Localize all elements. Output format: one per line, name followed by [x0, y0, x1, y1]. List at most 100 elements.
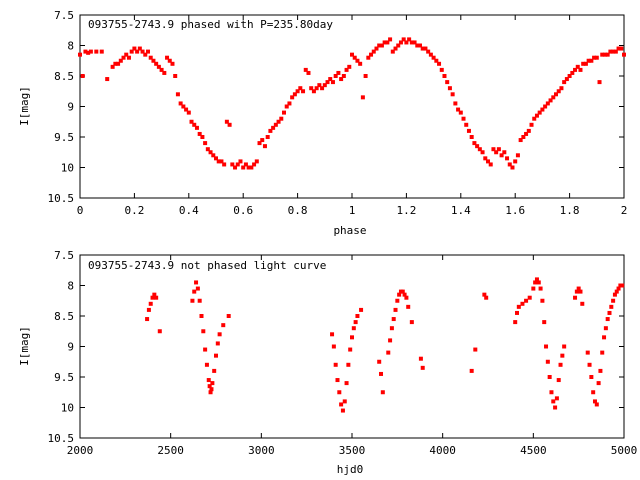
data-point	[585, 350, 590, 355]
data-point	[137, 46, 142, 51]
data-point	[542, 320, 547, 325]
x-tick-label: 1.4	[451, 204, 471, 217]
data-point	[86, 50, 91, 55]
x-tick-label: 3000	[248, 444, 275, 457]
data-point	[379, 43, 384, 48]
data-point	[505, 156, 510, 161]
data-point	[391, 317, 396, 322]
data-point	[295, 89, 300, 94]
data-point	[547, 375, 552, 379]
x-tick-label: 2000	[67, 444, 94, 457]
data-point	[404, 40, 409, 45]
data-point	[502, 150, 507, 155]
data-point	[591, 390, 596, 395]
data-point	[118, 58, 123, 63]
data-point	[616, 46, 621, 51]
axis-ticks: 0 0.2 0.4 0.6 0.8 1 1.2 1.4 1.6 1.8 2 7.5 8 8.5 9 9.5 10…	[48, 9, 628, 217]
data-point	[353, 320, 358, 325]
x-tick-label: 2500	[157, 444, 184, 457]
data-point	[178, 101, 183, 106]
data-point	[589, 375, 594, 379]
data-point	[268, 128, 273, 133]
data-point	[602, 335, 607, 340]
data-point	[246, 165, 251, 170]
data-points	[78, 37, 626, 170]
data-point	[207, 384, 212, 389]
data-point	[126, 55, 131, 60]
data-point	[431, 55, 436, 60]
data-point	[393, 46, 398, 51]
data-point	[611, 49, 616, 54]
data-point	[524, 298, 529, 303]
data-point	[230, 162, 235, 167]
data-point	[494, 150, 499, 155]
data-point	[94, 49, 99, 54]
data-point	[317, 83, 322, 88]
data-point	[484, 295, 489, 300]
data-point	[200, 135, 205, 139]
data-point	[189, 119, 194, 124]
data-point	[314, 86, 319, 91]
data-point	[165, 55, 170, 60]
data-point	[543, 104, 548, 109]
x-tick-label: 1.6	[505, 204, 525, 217]
data-point	[175, 92, 180, 97]
data-point	[216, 159, 221, 164]
data-point	[461, 116, 466, 121]
x-tick-label: 5000	[611, 444, 638, 457]
data-point	[192, 122, 197, 127]
x-axis-label: hjd0	[337, 463, 364, 476]
data-point	[78, 52, 82, 57]
data-point	[586, 58, 591, 63]
data-point	[346, 362, 351, 367]
data-point	[576, 286, 581, 291]
data-point	[389, 326, 394, 331]
data-point	[578, 289, 583, 294]
data-point	[434, 58, 439, 63]
data-point	[559, 86, 564, 91]
data-point	[402, 292, 407, 297]
data-point	[150, 295, 155, 300]
data-point	[551, 95, 556, 100]
data-point	[333, 74, 338, 78]
data-point	[249, 165, 254, 170]
data-point	[616, 286, 621, 291]
data-point	[496, 147, 501, 152]
data-point	[311, 89, 316, 94]
data-point	[540, 298, 545, 303]
data-point	[549, 390, 554, 395]
data-point	[374, 46, 379, 51]
data-point	[204, 362, 209, 367]
data-point	[548, 98, 553, 103]
data-point	[488, 162, 493, 167]
data-point	[330, 332, 335, 337]
data-point	[575, 64, 580, 69]
data-point	[328, 77, 333, 82]
y-tick-label: 8.5	[54, 310, 74, 323]
data-point	[360, 95, 365, 100]
y-axis-label: I[mag]	[18, 326, 31, 366]
data-point	[186, 110, 191, 115]
data-point	[537, 110, 542, 115]
data-point	[609, 304, 614, 309]
data-point	[597, 80, 602, 85]
data-point	[154, 295, 159, 300]
y-tick-label: 10.5	[48, 432, 75, 445]
data-point	[570, 70, 575, 75]
data-point	[482, 292, 487, 297]
data-point	[620, 283, 625, 288]
data-point	[157, 329, 162, 334]
data-point	[359, 307, 364, 312]
data-point	[587, 362, 592, 367]
data-point	[423, 46, 428, 51]
data-point	[152, 292, 157, 297]
data-point	[578, 67, 583, 72]
data-point	[581, 61, 586, 66]
data-point	[619, 46, 624, 51]
data-point	[614, 289, 619, 294]
data-point	[301, 89, 306, 94]
data-point	[611, 298, 616, 303]
data-point	[412, 40, 417, 45]
data-point	[210, 381, 215, 386]
data-point	[458, 110, 463, 115]
